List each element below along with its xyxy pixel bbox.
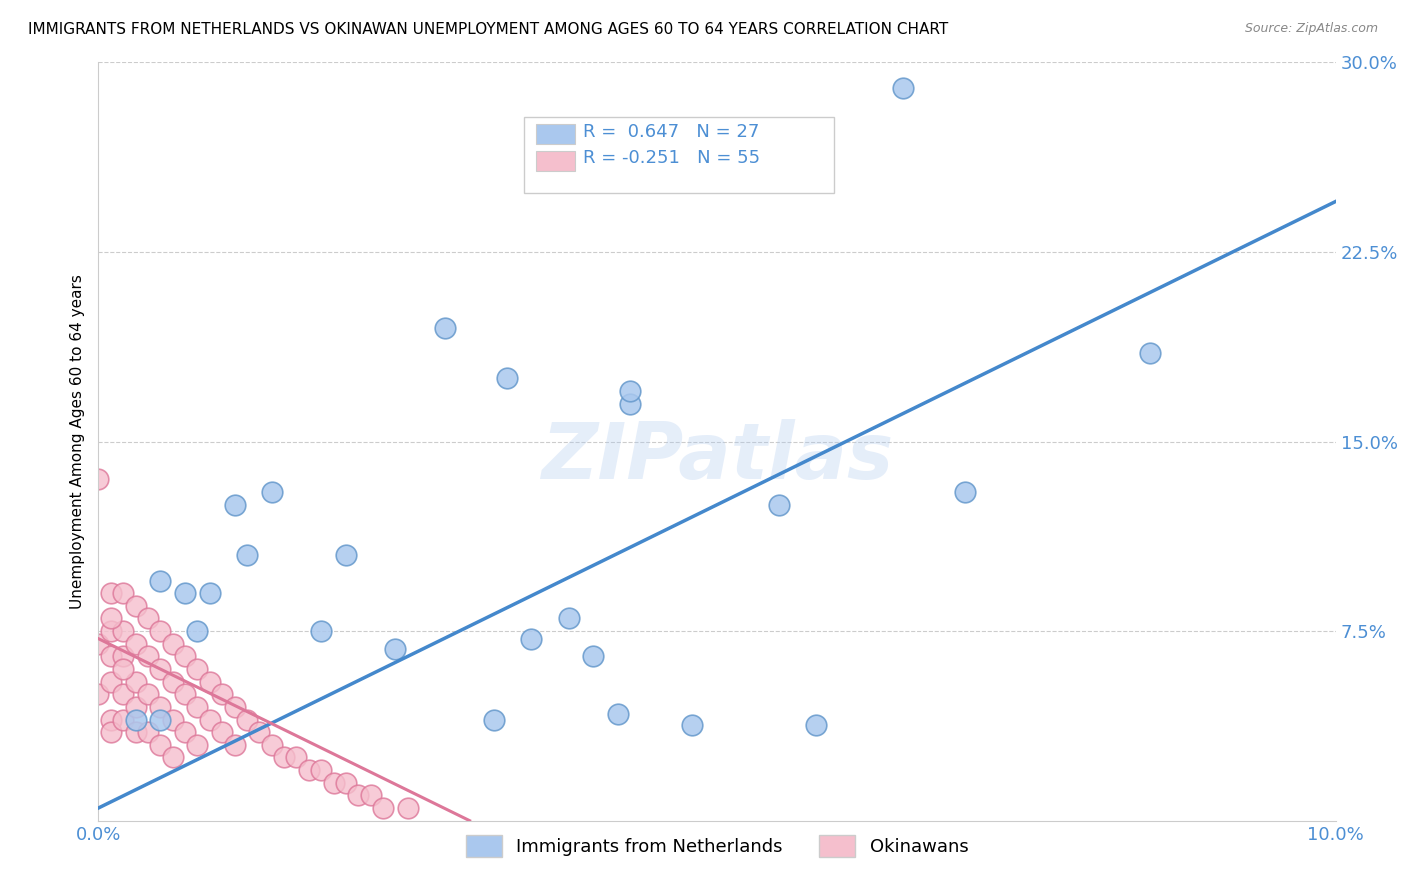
- Point: [211, 725, 233, 739]
- Point: [224, 498, 246, 512]
- Point: [322, 776, 344, 790]
- Point: [335, 776, 357, 790]
- Text: R =  0.647   N = 27: R = 0.647 N = 27: [583, 122, 759, 141]
- Point: [198, 713, 221, 727]
- Point: [247, 725, 270, 739]
- Point: [136, 687, 159, 701]
- Point: [149, 662, 172, 676]
- Point: [360, 789, 382, 803]
- Point: [124, 699, 146, 714]
- Point: [260, 738, 283, 752]
- Point: [260, 485, 283, 500]
- Text: R = -0.251   N = 55: R = -0.251 N = 55: [583, 149, 761, 168]
- Y-axis label: Unemployment Among Ages 60 to 64 years: Unemployment Among Ages 60 to 64 years: [69, 274, 84, 609]
- Point: [149, 699, 172, 714]
- Point: [186, 662, 208, 676]
- Point: [100, 674, 122, 689]
- Point: [619, 384, 641, 398]
- Point: [891, 80, 914, 95]
- Point: [124, 725, 146, 739]
- Point: [186, 738, 208, 752]
- Point: [149, 738, 172, 752]
- Point: [124, 599, 146, 613]
- Point: [384, 641, 406, 656]
- Legend: Immigrants from Netherlands, Okinawans: Immigrants from Netherlands, Okinawans: [458, 828, 976, 864]
- Point: [495, 371, 517, 385]
- Point: [186, 699, 208, 714]
- Point: [520, 632, 543, 646]
- Point: [87, 637, 110, 651]
- Point: [335, 548, 357, 563]
- Point: [112, 662, 135, 676]
- Point: [371, 801, 394, 815]
- Point: [236, 548, 259, 563]
- Point: [100, 649, 122, 664]
- Point: [1139, 346, 1161, 360]
- Point: [396, 801, 419, 815]
- Point: [100, 624, 122, 639]
- Text: Source: ZipAtlas.com: Source: ZipAtlas.com: [1244, 22, 1378, 36]
- Point: [136, 649, 159, 664]
- Point: [124, 713, 146, 727]
- Point: [174, 586, 197, 600]
- Point: [100, 713, 122, 727]
- Point: [681, 717, 703, 731]
- Point: [433, 320, 456, 334]
- Point: [309, 624, 332, 639]
- Point: [124, 637, 146, 651]
- Point: [273, 750, 295, 764]
- Point: [136, 611, 159, 625]
- Point: [162, 637, 184, 651]
- Point: [112, 687, 135, 701]
- Point: [804, 717, 827, 731]
- Point: [236, 713, 259, 727]
- Point: [149, 574, 172, 588]
- Point: [211, 687, 233, 701]
- Point: [309, 763, 332, 777]
- Point: [174, 649, 197, 664]
- Point: [162, 713, 184, 727]
- Point: [100, 611, 122, 625]
- Point: [112, 586, 135, 600]
- Point: [149, 713, 172, 727]
- Point: [136, 725, 159, 739]
- Point: [224, 699, 246, 714]
- Point: [149, 624, 172, 639]
- Point: [162, 674, 184, 689]
- Point: [557, 611, 579, 625]
- Text: ZIPatlas: ZIPatlas: [541, 418, 893, 495]
- Point: [162, 750, 184, 764]
- Point: [619, 396, 641, 410]
- Point: [112, 624, 135, 639]
- Point: [87, 473, 110, 487]
- Point: [347, 789, 370, 803]
- Point: [198, 674, 221, 689]
- Point: [298, 763, 321, 777]
- Point: [112, 649, 135, 664]
- Text: IMMIGRANTS FROM NETHERLANDS VS OKINAWAN UNEMPLOYMENT AMONG AGES 60 TO 64 YEARS C: IMMIGRANTS FROM NETHERLANDS VS OKINAWAN …: [28, 22, 949, 37]
- Point: [953, 485, 976, 500]
- Point: [100, 725, 122, 739]
- Point: [285, 750, 308, 764]
- Point: [124, 674, 146, 689]
- Point: [484, 713, 506, 727]
- Point: [186, 624, 208, 639]
- Point: [582, 649, 605, 664]
- Point: [224, 738, 246, 752]
- Point: [87, 687, 110, 701]
- Point: [174, 687, 197, 701]
- Point: [198, 586, 221, 600]
- Point: [174, 725, 197, 739]
- Point: [768, 498, 790, 512]
- Point: [100, 586, 122, 600]
- Point: [607, 707, 630, 722]
- Point: [112, 713, 135, 727]
